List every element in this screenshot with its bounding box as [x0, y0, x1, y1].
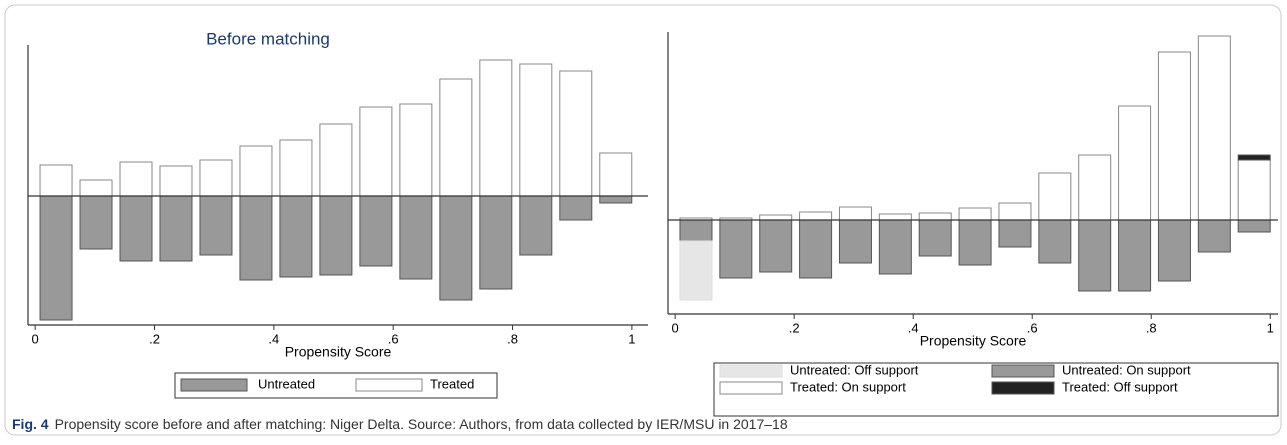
x-tick-label: .4: [908, 320, 919, 335]
bar: [1038, 172, 1072, 221]
bar: [39, 195, 73, 321]
bar: [799, 219, 833, 279]
x-tick-label: .6: [388, 331, 399, 346]
legend-label: Untreated: On support: [1062, 362, 1191, 377]
bar: [519, 63, 553, 197]
bar: [1237, 219, 1271, 233]
bar: [998, 202, 1032, 221]
x-tick-label: 0: [32, 331, 39, 346]
bar: [279, 139, 313, 197]
legend-label: Untreated: Off support: [790, 362, 919, 377]
bar: [838, 206, 872, 221]
bar: [239, 195, 273, 281]
bar: [399, 195, 433, 280]
x-axis-label: Propensity Score: [920, 333, 1027, 349]
x-tick-label: .8: [1146, 320, 1157, 335]
bar: [958, 219, 992, 266]
bar: [199, 195, 233, 256]
bar: [399, 103, 433, 197]
bar: [1118, 105, 1152, 221]
bar: [1078, 219, 1112, 292]
bar: [1237, 154, 1271, 161]
bar: [79, 179, 113, 197]
x-tick-label: 0: [672, 320, 679, 335]
x-tick-label: .8: [507, 331, 518, 346]
x-tick-label: 1: [1267, 320, 1274, 335]
bar: [679, 240, 713, 301]
x-axis-label: Propensity Score: [285, 344, 392, 360]
chart-title: Before matching: [206, 29, 330, 48]
bar: [199, 159, 233, 197]
bar: [479, 59, 513, 197]
bar: [1078, 154, 1112, 221]
x-tick-label: .2: [149, 331, 160, 346]
legend-swatch: [355, 378, 423, 392]
bar: [998, 219, 1032, 248]
x-tick-label: .6: [1027, 320, 1038, 335]
bar: [1157, 51, 1191, 221]
bar: [479, 195, 513, 290]
bar: [39, 164, 73, 197]
legend-swatch: [719, 364, 783, 378]
bar: [878, 219, 912, 275]
bar: [918, 212, 952, 221]
caption-label: Fig. 4: [12, 416, 49, 432]
frame: [4, 4, 1282, 436]
bar: [119, 195, 153, 262]
bar: [159, 195, 193, 262]
bar: [239, 145, 273, 197]
bar: [439, 195, 473, 301]
legend-label: Treated: Off support: [1062, 379, 1178, 394]
caption-text: Propensity score before and after matchi…: [55, 416, 788, 432]
bar: [759, 214, 793, 221]
bar: [1237, 159, 1271, 221]
bar: [359, 106, 393, 197]
bar: [1118, 219, 1152, 292]
legend-swatch: [991, 364, 1055, 378]
bar: [719, 219, 753, 279]
bar: [759, 219, 793, 273]
bar: [439, 78, 473, 197]
bar: [878, 213, 912, 221]
bar: [1157, 219, 1191, 282]
bar: [279, 195, 313, 278]
bar: [79, 195, 113, 250]
x-tick-label: .2: [789, 320, 800, 335]
bar: [519, 195, 553, 256]
bar: [1197, 35, 1231, 221]
legend-label: Treated: On support: [790, 379, 906, 394]
bar: [119, 161, 153, 197]
bar: [838, 219, 872, 264]
bar: [958, 207, 992, 221]
legend-swatch: [719, 381, 783, 395]
bar: [1038, 219, 1072, 264]
bar: [918, 219, 952, 257]
bar: [319, 195, 353, 276]
legend-label: Treated: [430, 376, 474, 391]
bar: [599, 195, 633, 204]
legend-swatch: [180, 378, 248, 392]
bar: [599, 152, 633, 197]
bar: [359, 195, 393, 267]
legend-label: Untreated: [258, 376, 315, 391]
bar: [679, 219, 713, 242]
bar: [559, 70, 593, 197]
x-tick-label: .4: [268, 331, 279, 346]
bar: [799, 211, 833, 221]
x-tick-label: 1: [628, 331, 635, 346]
bar: [1197, 219, 1231, 253]
caption: Fig. 4 Propensity score before and after …: [12, 416, 788, 432]
bar: [319, 123, 353, 197]
bar: [559, 195, 593, 221]
bar: [159, 165, 193, 197]
legend-swatch: [991, 381, 1055, 395]
